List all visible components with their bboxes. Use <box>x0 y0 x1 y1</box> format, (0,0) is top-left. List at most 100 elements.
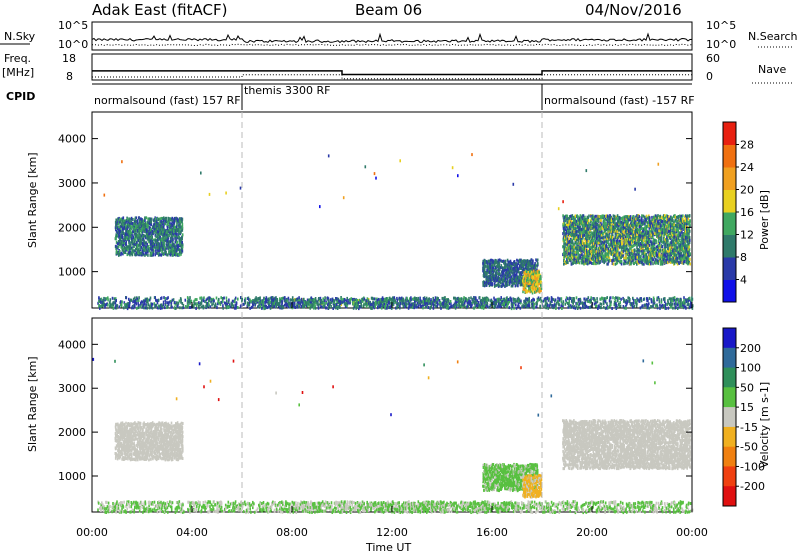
range-cell <box>629 232 632 236</box>
range-cell <box>640 224 642 228</box>
range-cell <box>595 230 597 234</box>
range-cell <box>676 220 678 224</box>
range-cell <box>669 221 672 225</box>
range-cell <box>664 247 667 251</box>
range-cell <box>123 232 125 236</box>
range-cell <box>497 284 500 288</box>
range-cell <box>485 283 488 287</box>
range-cell <box>179 237 182 241</box>
range-cell <box>135 251 138 255</box>
range-cell <box>152 230 154 234</box>
range-cell <box>500 259 502 263</box>
range-cell <box>133 252 136 256</box>
range-cell <box>532 261 534 265</box>
range-cell <box>624 226 627 230</box>
noise-left-tick-top: 10^5 <box>58 19 88 32</box>
range-cell <box>119 229 122 233</box>
range-cell <box>487 264 489 268</box>
range-cell <box>487 275 489 279</box>
range-cell <box>590 260 592 264</box>
range-cell <box>167 245 170 249</box>
range-cell <box>127 237 129 241</box>
range-cell <box>117 239 120 243</box>
range-cell <box>642 241 644 245</box>
range-cell <box>593 250 595 254</box>
range-cell <box>149 246 151 250</box>
range-cell <box>645 217 647 221</box>
range-cell <box>497 275 500 279</box>
range-cell <box>497 268 499 272</box>
range-cell <box>147 224 150 228</box>
range-cell <box>625 256 627 260</box>
range-cell <box>137 239 140 242</box>
range-cell <box>169 240 172 244</box>
range-cell <box>652 253 655 257</box>
range-cell <box>636 250 639 254</box>
range-cell <box>534 277 536 281</box>
range-cell <box>142 237 145 241</box>
range-cell <box>622 233 624 237</box>
range-cell <box>147 253 149 257</box>
range-cell <box>565 254 568 258</box>
range-cell <box>577 237 580 241</box>
range-cell <box>647 244 649 248</box>
range-cell <box>635 225 638 228</box>
range-cell <box>119 218 121 222</box>
range-cell <box>661 245 664 249</box>
range-cell <box>655 259 658 262</box>
range-cell <box>565 217 567 221</box>
range-cell <box>638 252 640 256</box>
range-cell <box>172 248 175 252</box>
range-cell <box>664 244 666 248</box>
range-cell <box>142 252 145 256</box>
range-cell <box>624 262 626 266</box>
range-cell <box>153 227 156 231</box>
cpid-label: CPID <box>6 90 35 103</box>
range-cell <box>492 272 494 276</box>
range-cell <box>600 219 602 223</box>
range-cell <box>609 249 611 253</box>
range-cell <box>639 260 642 264</box>
range-cell <box>607 262 609 266</box>
range-cell <box>587 216 590 220</box>
range-cell <box>168 233 170 237</box>
range-cell <box>519 266 521 270</box>
range-cell <box>119 235 122 239</box>
range-cell <box>663 216 666 220</box>
range-cell <box>161 230 164 233</box>
range-cell <box>586 238 589 242</box>
range-cell <box>588 252 591 256</box>
station-title: Adak East (fitACF) <box>92 1 227 19</box>
range-cell <box>514 281 516 285</box>
range-cell <box>438 301 441 305</box>
range-cell <box>499 267 501 271</box>
range-cell <box>149 230 152 234</box>
range-cell <box>178 235 180 239</box>
range-cell <box>138 230 140 234</box>
range-cell <box>389 301 391 305</box>
range-cell <box>492 263 494 267</box>
range-cell <box>145 245 147 249</box>
range-cell <box>176 244 179 248</box>
range-cell <box>640 247 642 251</box>
range-cell <box>664 214 666 217</box>
range-cell <box>620 225 622 229</box>
range-cell <box>130 235 133 239</box>
range-cell <box>529 278 531 282</box>
range-cell <box>147 250 149 254</box>
range-cell <box>270 298 273 302</box>
range-cell <box>488 274 490 278</box>
range-cell <box>631 229 634 233</box>
range-cell <box>651 221 654 225</box>
range-cell <box>156 225 159 229</box>
range-cell <box>513 301 515 305</box>
range-cell <box>649 230 652 234</box>
range-cell <box>531 285 533 289</box>
range-cell <box>617 251 619 255</box>
range-cell <box>637 259 640 263</box>
range-cell <box>629 247 631 251</box>
range-cell <box>566 243 568 247</box>
range-cell <box>652 232 655 236</box>
range-cell <box>616 230 619 234</box>
